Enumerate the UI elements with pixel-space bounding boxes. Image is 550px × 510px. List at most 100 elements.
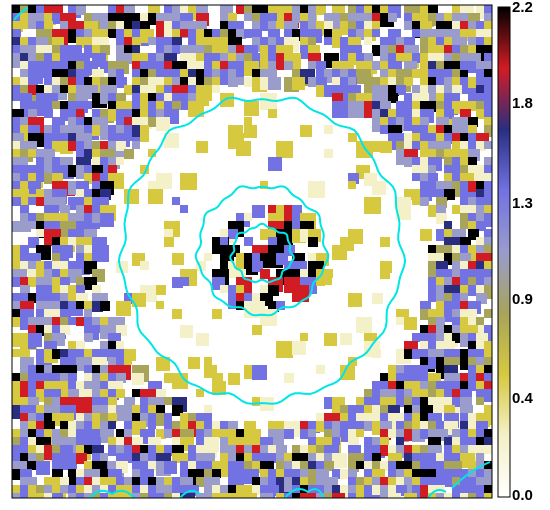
heatmap-cell (108, 341, 118, 351)
heatmap-cell (212, 485, 222, 495)
heatmap-cell (484, 461, 492, 474)
heatmap-cell (420, 101, 429, 110)
heatmap-cell (484, 413, 492, 425)
heatmap-cell (420, 61, 430, 71)
heatmap-cell (468, 157, 477, 166)
heatmap-cell (484, 109, 492, 120)
heatmap-cell (308, 13, 316, 21)
heatmap-cell (396, 53, 405, 62)
heatmap-cell (428, 493, 436, 498)
heatmap-cell (364, 461, 373, 470)
heatmap-cell (484, 69, 492, 82)
heatmap-cell (156, 405, 165, 414)
heatmap-cell (212, 493, 221, 498)
heatmap-cell (396, 205, 411, 220)
heatmap-cell (332, 37, 343, 48)
heatmap-cell (204, 253, 212, 261)
heatmap-cell (332, 493, 345, 498)
heatmap-cell (476, 485, 485, 494)
heatmap-cell (60, 405, 71, 416)
heatmap-cell (468, 213, 479, 224)
heatmap-cell (420, 229, 432, 241)
heatmap-cell (484, 445, 492, 454)
heatmap-cell (484, 173, 492, 187)
heatmap-cell (156, 173, 172, 189)
heatmap-cell (292, 493, 306, 498)
heatmap-cell (84, 485, 92, 493)
heatmap-cell (228, 77, 238, 87)
heatmap-cell (116, 453, 125, 462)
heatmap-cell (108, 405, 116, 413)
heatmap-cell (468, 325, 478, 335)
heatmap-cell (244, 485, 254, 495)
heatmap-cell (28, 437, 39, 448)
heatmap-cell (212, 85, 220, 93)
heatmap-cell (468, 381, 478, 391)
heatmap-cell (204, 69, 212, 77)
heatmap-cell (412, 85, 420, 93)
heatmap-cell (148, 117, 158, 127)
heatmap-cell (228, 477, 239, 488)
heatmap-cell (396, 141, 405, 150)
heatmap-cell (140, 405, 150, 415)
heatmap-cell (164, 237, 174, 247)
heatmap-cell (388, 397, 398, 407)
heatmap-cell (124, 85, 134, 95)
heatmap-cell (68, 341, 77, 350)
heatmap-cell (220, 485, 229, 494)
heatmap-cell (28, 45, 37, 54)
heatmap-cell (300, 29, 309, 38)
heatmap-cell (332, 77, 342, 87)
heatmap-cell (268, 13, 277, 22)
heatmap-cell (428, 429, 436, 437)
heatmap-cell (204, 53, 212, 61)
heatmap-cell (372, 461, 382, 471)
heatmap-cell (60, 477, 69, 486)
heatmap-cell (324, 461, 334, 471)
heatmap-cell (300, 445, 309, 454)
heatmap-cell (124, 453, 134, 463)
colorbar-tick-label: 1.8 (512, 95, 533, 112)
heatmap-cell (92, 157, 100, 165)
heatmap-cell (156, 117, 170, 131)
heatmap-cell (44, 493, 56, 498)
heatmap-cell (228, 485, 239, 496)
heatmap-cell (36, 461, 50, 475)
heatmap-cell (372, 477, 382, 487)
heatmap-cell (68, 293, 78, 303)
heatmap-cell (468, 77, 479, 88)
heatmap-cell (172, 197, 180, 205)
heatmap-cell (84, 333, 93, 342)
heatmap-cell (404, 189, 415, 200)
heatmap-cell (20, 77, 29, 86)
heatmap-cell (12, 149, 20, 157)
heatmap-cell (260, 309, 277, 326)
heatmap-cell (76, 493, 91, 498)
heatmap-cell (108, 165, 117, 174)
heatmap-cell (292, 341, 306, 355)
heatmap-cell (60, 325, 70, 335)
heatmap-cell (292, 285, 309, 302)
heatmap-cell (444, 181, 453, 190)
heatmap-cell (396, 373, 406, 383)
heatmap-cell (164, 429, 173, 438)
heatmap-cell (60, 269, 70, 279)
heatmap-cell (484, 181, 492, 191)
heatmap-cell (372, 141, 383, 152)
heatmap-cell (388, 93, 398, 103)
heatmap-cell (332, 61, 341, 70)
heatmap-cell (348, 29, 358, 39)
heatmap-cell (196, 261, 206, 271)
heatmap-cell (132, 45, 140, 53)
heatmap-cell (356, 93, 366, 103)
heatmap-cell (484, 213, 492, 227)
heatmap-cell (228, 61, 236, 69)
heatmap-cell (236, 445, 245, 454)
heatmap-cell (252, 261, 263, 272)
heatmap-cell (348, 101, 365, 118)
heatmap-cell (196, 141, 208, 153)
heatmap-cell (444, 85, 452, 93)
heatmap-cell (12, 469, 23, 480)
heatmap-cell (172, 493, 182, 498)
heatmap-cell (444, 61, 453, 70)
